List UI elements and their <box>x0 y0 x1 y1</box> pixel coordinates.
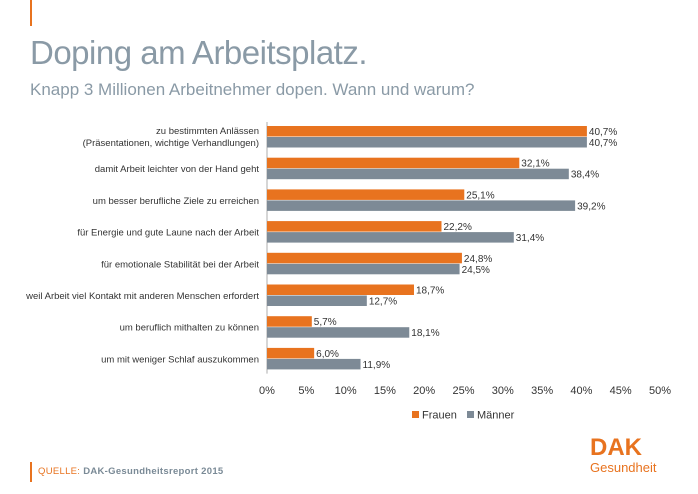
source-label: QUELLE: <box>38 466 81 477</box>
bar-maenner-3 <box>267 232 514 243</box>
x-tick-label-10: 50% <box>649 385 671 397</box>
category-label-0-line-0: zu bestimmten Anlässen <box>156 126 259 137</box>
data-label-maenner-4: 24,5% <box>462 265 490 276</box>
legend-label-maenner: Männer <box>477 410 515 422</box>
x-tick-label-8: 40% <box>570 385 592 397</box>
logo-dak: DAK <box>590 434 642 461</box>
bar-maenner-7 <box>267 358 361 370</box>
bar-frauen-6 <box>267 316 312 327</box>
logo-gesundheit: Gesundheit <box>590 460 657 475</box>
page-title: Doping am Arbeitsplatz. <box>30 34 368 71</box>
bar-maenner-1 <box>267 168 569 180</box>
x-tick-label-9: 45% <box>610 385 632 397</box>
bar-frauen-1 <box>267 157 520 169</box>
bar-frauen-4 <box>267 252 462 264</box>
category-label-2: um besser berufliche Ziele zu erreichen <box>93 196 259 207</box>
category-label-0-line-1: (Präsentationen, wichtige Verhandlungen) <box>83 138 259 149</box>
data-label-maenner-3: 31,4% <box>516 233 544 244</box>
accent-line-source <box>30 462 32 482</box>
bar-maenner-5 <box>267 295 367 306</box>
data-label-frauen-5: 18,7% <box>416 286 444 297</box>
legend: Frauen Männer <box>412 410 515 422</box>
page-subtitle: Knapp 3 Millionen Arbeitnehmer dopen. Wa… <box>30 80 475 99</box>
category-label-4: für emotionale Stabilität bei der Arbeit <box>101 259 259 270</box>
accent-line-top <box>30 0 32 26</box>
x-tick-label-1: 5% <box>298 385 314 397</box>
bar-frauen-2 <box>267 189 465 200</box>
data-label-maenner-1: 38,4% <box>571 170 599 181</box>
category-labels: zu bestimmten Anlässen(Präsentationen, w… <box>25 126 259 365</box>
data-label-frauen-6: 5,7% <box>314 317 337 328</box>
data-label-frauen-1: 32,1% <box>521 159 549 170</box>
bar-frauen-5 <box>267 284 414 295</box>
data-label-frauen-2: 25,1% <box>466 190 494 201</box>
category-label-7: um mit weniger Schlaf auszukommen <box>101 354 259 365</box>
data-label-frauen-7: 6,0% <box>316 349 339 360</box>
x-tick-label-0: 0% <box>259 385 275 397</box>
category-label-5: weil Arbeit viel Kontakt mit anderen Men… <box>25 291 259 302</box>
x-tick-label-4: 20% <box>413 385 435 397</box>
bar-maenner-0 <box>267 137 587 148</box>
data-label-maenner-2: 39,2% <box>577 201 605 212</box>
data-label-maenner-0: 40,7% <box>589 138 617 149</box>
data-label-maenner-5: 12,7% <box>369 297 397 308</box>
data-label-frauen-0: 40,7% <box>589 127 617 138</box>
source-value: DAK-Gesundheitsreport 2015 <box>83 466 224 477</box>
bars: 40,7%40,7% 32,1% 38,4% 25,1% 39,2% 22,2% 31,4%… <box>267 126 617 371</box>
bar-frauen-7 <box>267 347 315 359</box>
bar-maenner-6 <box>267 327 410 338</box>
x-tick-label-2: 10% <box>335 385 357 397</box>
bar-maenner-2 <box>267 200 576 211</box>
legend-swatch-maenner <box>467 411 474 418</box>
category-label-1: damit Arbeit leichter von der Hand geht <box>95 164 260 175</box>
category-label-6: um beruflich mithalten zu können <box>120 323 259 334</box>
data-label-frauen-3: 22,2% <box>443 222 471 233</box>
data-label-frauen-4: 24,8% <box>464 254 492 265</box>
legend-label-frauen: Frauen <box>422 410 457 422</box>
category-label-3: für Energie und gute Laune nach der Arbe… <box>77 228 259 239</box>
data-label-maenner-7: 11,9% <box>363 360 391 371</box>
x-tick-label-6: 30% <box>492 385 514 397</box>
x-tick-label-5: 25% <box>452 385 474 397</box>
bar-frauen-0 <box>267 126 587 137</box>
x-tick-label-7: 35% <box>531 385 553 397</box>
legend-swatch-frauen <box>412 411 419 418</box>
x-tick-label-3: 15% <box>374 385 396 397</box>
bar-maenner-4 <box>267 263 460 275</box>
data-label-maenner-6: 18,1% <box>411 328 439 339</box>
dak-logo: DAK Gesundheit <box>590 434 670 476</box>
source-note: QUELLE: DAK-Gesundheitsreport 2015 <box>38 466 224 477</box>
bar-frauen-3 <box>267 221 442 232</box>
